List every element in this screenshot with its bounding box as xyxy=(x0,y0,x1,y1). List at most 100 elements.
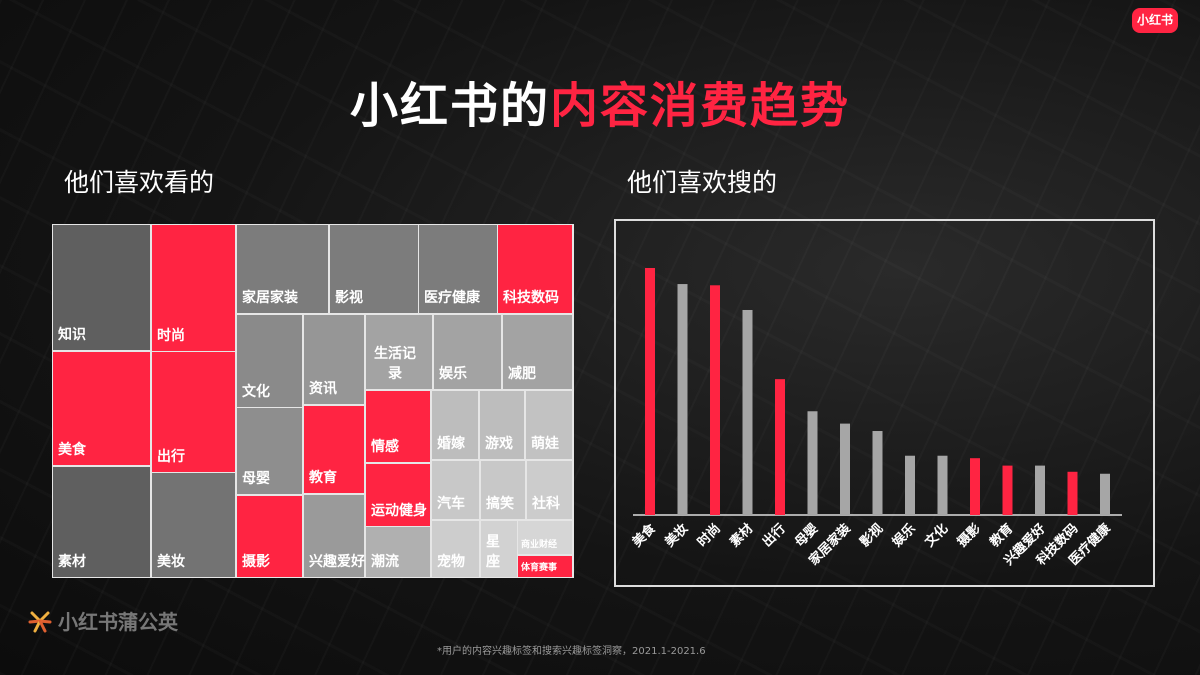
treemap-tile-label: 美妆 xyxy=(157,554,185,570)
treemap-tile-label: 星座 xyxy=(486,534,500,570)
title-highlight: 内容消费趋势 xyxy=(550,78,851,134)
x-tick-label: 摄影 xyxy=(954,521,984,551)
dandelion-icon xyxy=(28,611,52,632)
treemap-tile: 情感 xyxy=(366,391,430,462)
treemap-tile-label: 社科 xyxy=(532,496,560,512)
treemap-tile: 美食 xyxy=(53,352,150,465)
bar-家居家装 xyxy=(840,423,850,515)
treemap-tile-label: 素材 xyxy=(58,554,86,570)
bar-美妆 xyxy=(677,284,688,515)
treemap-tile: 母婴 xyxy=(237,408,302,494)
treemap-tile: 出行 xyxy=(152,352,235,472)
footnote: *用户的内容兴趣标签和搜索兴趣标签洞察，2021.1-2021.6 xyxy=(437,646,706,657)
treemap-tile: 生活记录 xyxy=(366,315,432,389)
x-tick-label: 美妆 xyxy=(662,521,692,551)
treemap-tile-label: 婚嫁 xyxy=(437,436,465,452)
treemap-tile-label: 科技数码 xyxy=(503,290,559,306)
brand-logo-badge: 小红书 xyxy=(1132,8,1178,33)
treemap-tile-label: 出行 xyxy=(157,449,185,465)
treemap-tile-label: 资讯 xyxy=(309,381,337,397)
search-bar-chart: 美食 美妆 时尚 素材 出行 母婴 家居家装 影视 娱乐 文化 摄影 教育 兴趣爱好 科技数码 医疗健康 xyxy=(614,219,1155,587)
treemap-tile: 影视 xyxy=(330,225,418,313)
treemap-tile: 兴趣爱好 xyxy=(304,495,365,577)
treemap-tile-label: 教育 xyxy=(309,470,337,486)
x-tick-label: 美食 xyxy=(629,520,659,550)
treemap-tile: 教育 xyxy=(304,406,364,493)
treemap-tile: 商业财经 xyxy=(518,521,572,554)
treemap-tile: 知识 xyxy=(53,225,150,350)
treemap-tile: 娱乐 xyxy=(434,315,501,389)
treemap-tile: 家居家装 xyxy=(237,225,328,313)
treemap-tile: 素材 xyxy=(53,467,150,577)
treemap-tile: 星座 xyxy=(481,521,517,577)
bar-母婴 xyxy=(807,411,818,515)
treemap-tile-label: 运动健身 xyxy=(371,503,427,519)
bar-摄影 xyxy=(970,458,980,515)
x-tick-label: 影视 xyxy=(857,521,887,551)
bar-教育 xyxy=(1002,465,1013,515)
treemap-tile-label: 宠物 xyxy=(437,554,465,570)
treemap-tile: 游戏 xyxy=(480,391,524,459)
treemap-tile-label: 母婴 xyxy=(242,471,270,487)
treemap-tile: 减肥 xyxy=(503,315,572,389)
treemap-tile: 潮流 xyxy=(366,527,430,577)
treemap-tile: 汽车 xyxy=(432,461,479,519)
content-treemap: 知识美食素材 时尚出行美妆 家居家装 影视 医疗健康 科技数码文化 资讯 生活记录娱乐 减肥母婴… xyxy=(52,224,574,578)
treemap-tile: 婚嫁 xyxy=(432,391,478,459)
treemap-tile: 宠物 xyxy=(432,521,479,577)
treemap-tile: 社科 xyxy=(527,461,572,519)
title-plain: 小红书的 xyxy=(349,78,550,134)
treemap-tile-label: 萌娃 xyxy=(531,436,559,452)
treemap-tile: 资讯 xyxy=(304,315,364,404)
treemap-tile-label: 知识 xyxy=(58,327,86,343)
treemap-tile-label: 兴趣爱好 xyxy=(309,554,365,570)
treemap-tile: 时尚 xyxy=(152,225,235,351)
treemap-tile-label: 潮流 xyxy=(371,554,399,570)
page-title: 小红书的内容消费趋势 xyxy=(0,66,1200,136)
treemap-tile: 美妆 xyxy=(152,473,235,577)
bar-娱乐 xyxy=(905,455,915,515)
treemap-tile-label: 文化 xyxy=(242,384,270,400)
treemap-tile-label: 体育赛事 xyxy=(521,563,558,573)
treemap-tile-label: 家居家装 xyxy=(242,290,298,306)
bar-医疗健康 xyxy=(1100,473,1110,515)
bar-素材 xyxy=(742,309,753,515)
x-tick-label: 娱乐 xyxy=(889,521,919,551)
treemap-tile: 萌娃 xyxy=(526,391,572,459)
treemap-tile: 科技数码 xyxy=(498,225,572,313)
bar-兴趣爱好 xyxy=(1035,465,1045,515)
x-tick-label: 文化 xyxy=(922,521,952,551)
treemap-tile-label: 医疗健康 xyxy=(424,290,480,306)
treemap-tile-label: 时尚 xyxy=(157,328,185,344)
treemap-tile-label: 生活记录 xyxy=(374,346,416,382)
treemap-tile: 文化 xyxy=(237,315,302,407)
bar-文化 xyxy=(937,455,948,515)
bar-出行 xyxy=(775,379,785,515)
treemap-tile-label: 摄影 xyxy=(242,554,270,570)
bar-科技数码 xyxy=(1067,471,1078,515)
treemap-tile-label: 汽车 xyxy=(437,496,465,512)
treemap-tile-label: 娱乐 xyxy=(439,366,467,382)
x-tick-label: 母婴 xyxy=(792,521,822,551)
x-tick-label: 时尚 xyxy=(694,521,724,551)
treemap-tile-label: 减肥 xyxy=(508,366,536,382)
treemap-tile-label: 游戏 xyxy=(485,436,513,452)
footer-logo: 小红书蒲公英 xyxy=(28,606,178,635)
right-subtitle: 他们喜欢搜的 xyxy=(627,168,778,197)
treemap-tile: 搞笑 xyxy=(481,461,525,519)
treemap-tile: 摄影 xyxy=(237,496,302,577)
treemap-tile: 体育赛事 xyxy=(518,556,572,577)
bar-美食 xyxy=(645,268,655,515)
x-tick-label: 出行 xyxy=(759,521,789,551)
treemap-tile-label: 搞笑 xyxy=(486,496,514,512)
treemap-tile-label: 商业财经 xyxy=(521,540,558,550)
bar-时尚 xyxy=(710,285,720,515)
treemap-tile: 运动健身 xyxy=(366,464,430,526)
treemap-tile: 医疗健康 xyxy=(419,225,497,313)
left-subtitle: 他们喜欢看的 xyxy=(64,168,215,197)
x-tick-label: 素材 xyxy=(727,521,757,551)
bar-影视 xyxy=(872,431,883,515)
treemap-tile-label: 影视 xyxy=(335,290,363,306)
treemap-tile-label: 美食 xyxy=(58,442,86,458)
